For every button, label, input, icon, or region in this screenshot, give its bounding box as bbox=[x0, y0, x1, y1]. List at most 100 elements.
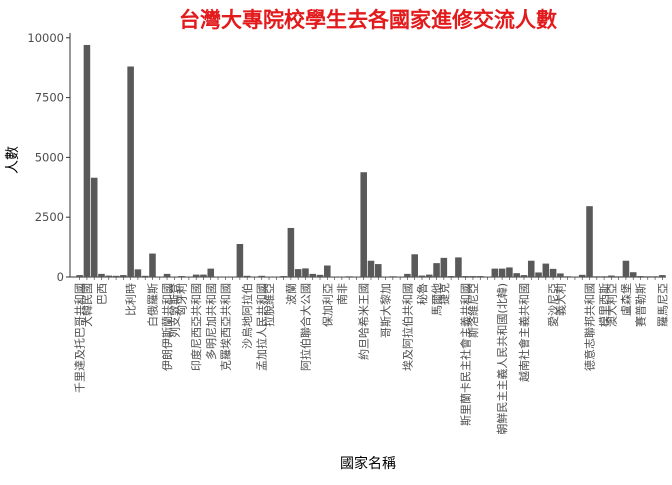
bar bbox=[491, 268, 499, 277]
x-tick-label: 巴西 bbox=[95, 283, 108, 305]
bar bbox=[571, 276, 579, 278]
bar bbox=[178, 276, 185, 277]
bar bbox=[411, 254, 418, 277]
bar bbox=[622, 260, 630, 277]
x-tick-label: 約旦哈希米王國 bbox=[357, 283, 371, 360]
bar bbox=[578, 274, 586, 277]
bar bbox=[433, 263, 440, 277]
bar bbox=[331, 276, 338, 278]
bar-series bbox=[76, 44, 666, 278]
bar bbox=[506, 267, 513, 277]
x-tick-label: 越南社會主義共和國 bbox=[517, 283, 531, 382]
bar bbox=[192, 274, 200, 277]
bar bbox=[90, 177, 98, 277]
bar bbox=[644, 276, 652, 277]
bar bbox=[229, 276, 236, 278]
bar bbox=[185, 276, 193, 278]
bar bbox=[651, 276, 659, 277]
chart-title: 台灣大專院校學生去各國家進修交流人數 bbox=[179, 7, 557, 32]
bar bbox=[309, 273, 317, 277]
bar bbox=[629, 272, 637, 277]
bar bbox=[98, 273, 105, 277]
x-tick-label: 盧森堡 bbox=[619, 283, 633, 316]
y-tick-label: 10000 bbox=[27, 31, 64, 45]
y-tick-label: 5000 bbox=[35, 150, 64, 164]
bar bbox=[324, 265, 331, 277]
bar bbox=[593, 276, 601, 277]
y-tick-label: 7500 bbox=[35, 91, 64, 105]
bar bbox=[396, 276, 404, 278]
bar bbox=[549, 268, 557, 277]
bar bbox=[484, 276, 491, 278]
x-tick-label: 比利時 bbox=[125, 283, 138, 316]
y-axis-label: 人數 bbox=[5, 146, 21, 174]
x-tick-label: 列支敦斯登 bbox=[167, 283, 181, 338]
bar bbox=[171, 276, 178, 278]
bar bbox=[338, 276, 346, 278]
bar bbox=[222, 276, 229, 278]
bar bbox=[615, 276, 622, 277]
bar bbox=[382, 276, 389, 278]
x-tick-label: 克羅埃西亞共和國 bbox=[218, 283, 232, 371]
x-tick-label: 伊朗伊斯蘭共和國 bbox=[161, 283, 174, 371]
bar bbox=[156, 276, 164, 278]
bar bbox=[265, 276, 273, 278]
bar bbox=[564, 276, 571, 277]
x-tick-label: 捷克 bbox=[437, 283, 451, 305]
y-axis: 0 2500 5000 7500 10000 bbox=[27, 31, 71, 284]
bar bbox=[214, 276, 222, 278]
bar bbox=[345, 276, 353, 277]
bar bbox=[294, 269, 302, 277]
bar bbox=[440, 257, 448, 277]
bar bbox=[637, 276, 644, 277]
bar bbox=[287, 227, 295, 277]
bar bbox=[462, 276, 469, 277]
bar bbox=[273, 276, 280, 278]
bar bbox=[418, 275, 426, 277]
bar bbox=[425, 274, 433, 277]
x-tick-label: 孟加拉人民共和國 bbox=[255, 283, 269, 371]
x-tick-label: 愛沙尼亞 bbox=[547, 283, 560, 327]
bar bbox=[163, 273, 171, 277]
bar bbox=[105, 275, 113, 277]
x-tick-label: 波蘭 bbox=[285, 283, 298, 305]
x-tick-label: 哥斯大黎加 bbox=[379, 283, 393, 338]
bar bbox=[469, 276, 477, 277]
bar bbox=[200, 274, 207, 277]
bar bbox=[389, 276, 397, 277]
bar bbox=[542, 263, 550, 277]
bar bbox=[535, 272, 542, 277]
x-tick-label: 阿拉伯聯合大公國 bbox=[298, 283, 312, 371]
bar bbox=[134, 269, 142, 277]
x-tick-label: 馬爾他 bbox=[431, 283, 444, 316]
bar bbox=[527, 260, 535, 277]
x-axis bbox=[70, 276, 666, 280]
bar bbox=[659, 275, 666, 277]
bar bbox=[141, 275, 149, 277]
bar bbox=[236, 243, 244, 277]
x-tick-label: 羅馬尼亞 bbox=[656, 283, 669, 327]
bar bbox=[280, 276, 287, 277]
bar bbox=[447, 276, 455, 277]
bar bbox=[112, 275, 120, 277]
x-tick-label: 沙烏地阿拉伯 bbox=[240, 283, 254, 349]
bar bbox=[76, 275, 83, 277]
bar bbox=[120, 275, 127, 277]
x-tick-label: 德意志聯邦共和國 bbox=[583, 283, 597, 371]
x-tick-label: 千里達及托巴哥共和國 bbox=[73, 283, 87, 393]
x-tick-labels: 千里達及托巴哥共和國大韓民國 巴西 比利時 白俄羅斯 伊朗伊斯蘭共和國列支敦斯登匈牙利印… bbox=[73, 283, 670, 435]
x-tick-label: 匈牙利 bbox=[175, 283, 189, 316]
bar bbox=[360, 172, 367, 277]
x-tick-label: 白俄羅斯 bbox=[145, 283, 159, 327]
bar bbox=[557, 273, 564, 277]
bar bbox=[353, 276, 360, 278]
x-tick-label: 朝鮮民主主義人民共和國(北韓) bbox=[495, 283, 509, 435]
x-axis-label: 國家名稱 bbox=[340, 455, 396, 472]
bar bbox=[243, 275, 251, 277]
bar bbox=[207, 268, 215, 277]
bar bbox=[498, 268, 506, 277]
x-tick-label: 模里西斯 bbox=[598, 283, 611, 327]
x-tick-label: 印度尼西亞共和國 bbox=[189, 283, 203, 371]
